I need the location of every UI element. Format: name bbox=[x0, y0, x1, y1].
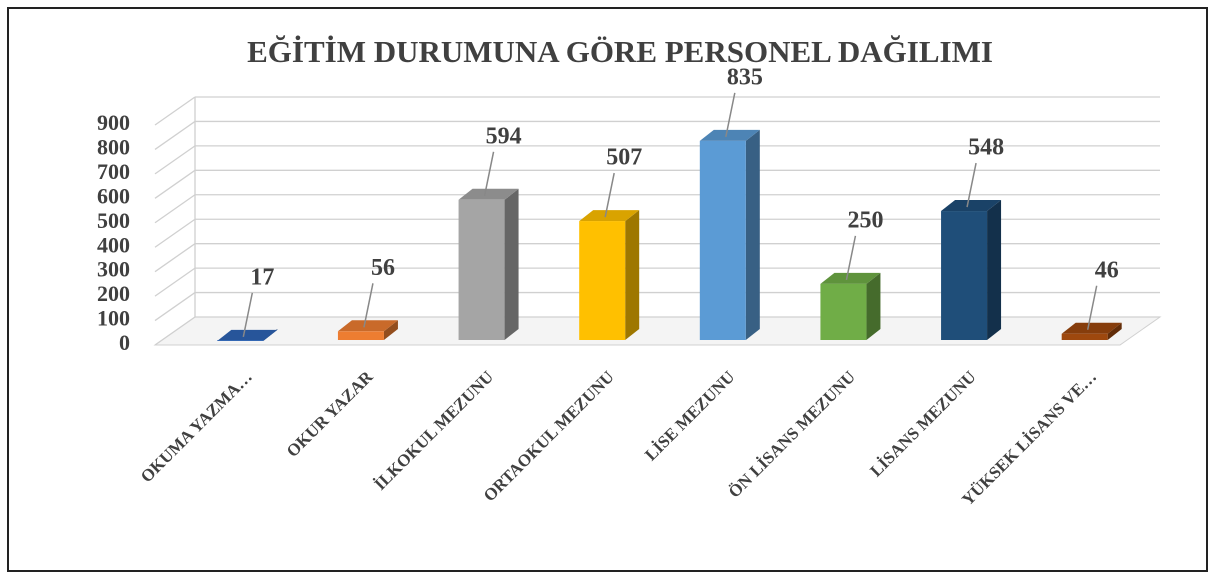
bar bbox=[941, 211, 988, 340]
leader-line bbox=[1086, 285, 1098, 330]
grid-line bbox=[154, 218, 196, 248]
bar-top bbox=[820, 272, 881, 284]
bar-top bbox=[699, 129, 760, 141]
y-tick-label: 700 bbox=[97, 159, 130, 184]
bar bbox=[579, 221, 626, 340]
y-tick-label: 0 bbox=[119, 330, 130, 355]
bar-side bbox=[866, 272, 881, 340]
leader-line bbox=[604, 172, 615, 218]
leader-line bbox=[966, 162, 977, 208]
y-tick-label: 900 bbox=[97, 110, 130, 135]
bar-top bbox=[458, 188, 519, 200]
grid-line bbox=[154, 316, 196, 346]
grid-line bbox=[154, 96, 196, 126]
leader-line bbox=[725, 92, 736, 138]
bar-side bbox=[745, 129, 760, 340]
y-tick-label: 200 bbox=[97, 281, 130, 306]
y-tick-label: 500 bbox=[97, 208, 130, 233]
bar bbox=[1061, 333, 1108, 340]
grid-line bbox=[154, 292, 196, 322]
bar-top bbox=[217, 329, 278, 341]
bar-top bbox=[1061, 322, 1122, 334]
bar-top bbox=[941, 200, 1002, 212]
leader-line bbox=[845, 235, 857, 281]
grid-line bbox=[154, 194, 196, 224]
bar bbox=[458, 199, 505, 340]
floor bbox=[153, 316, 1162, 346]
bar-top bbox=[579, 210, 640, 222]
grid-line bbox=[154, 243, 196, 273]
leader-line bbox=[363, 283, 374, 328]
data-label: 46 bbox=[1095, 257, 1119, 283]
leader-line bbox=[242, 292, 254, 337]
data-label: 835 bbox=[727, 64, 763, 90]
bar bbox=[337, 331, 384, 340]
data-label: 548 bbox=[968, 135, 1004, 161]
bar bbox=[820, 283, 867, 340]
y-tick-label: 800 bbox=[97, 134, 130, 159]
grid-line bbox=[154, 145, 196, 175]
chart-title: EĞİTİM DURUMUNA GÖRE PERSONEL DAĞILIMI bbox=[247, 34, 993, 69]
bar-side bbox=[625, 210, 640, 340]
data-label: 594 bbox=[486, 123, 522, 149]
bar-side bbox=[1107, 322, 1122, 340]
bar bbox=[699, 140, 746, 340]
bar bbox=[217, 340, 264, 341]
y-tick-label: 300 bbox=[97, 257, 130, 282]
grid-line bbox=[154, 169, 196, 199]
leader-line bbox=[483, 151, 495, 196]
data-label: 17 bbox=[250, 264, 274, 290]
bar-top bbox=[337, 320, 398, 332]
data-label: 56 bbox=[371, 255, 395, 281]
data-label: 507 bbox=[606, 145, 642, 171]
bar-side bbox=[987, 200, 1002, 340]
bar-side bbox=[504, 188, 519, 340]
y-tick-label: 400 bbox=[97, 232, 130, 257]
data-label: 250 bbox=[847, 207, 883, 233]
y-tick-label: 600 bbox=[97, 183, 130, 208]
bar-side bbox=[383, 320, 398, 340]
y-tick-label: 100 bbox=[97, 306, 130, 331]
grid-line bbox=[154, 120, 196, 150]
grid-line bbox=[154, 267, 196, 297]
